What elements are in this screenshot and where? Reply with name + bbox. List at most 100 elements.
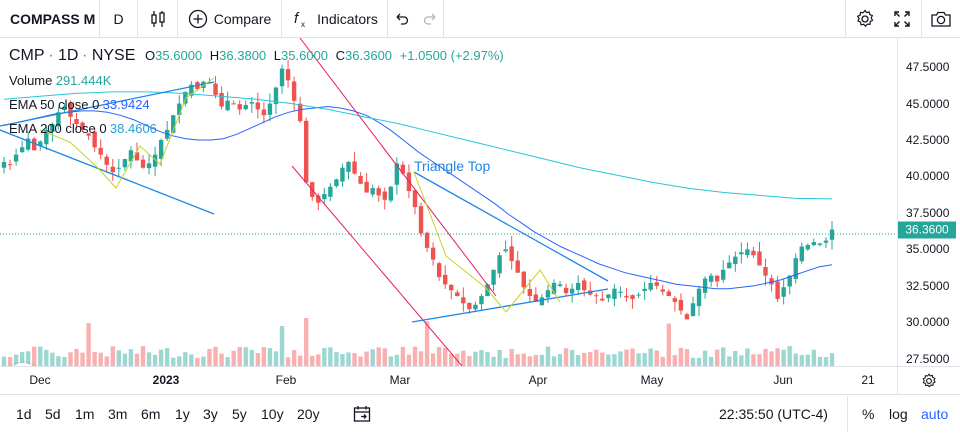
- candle-body: [690, 303, 696, 317]
- candle-body: [563, 287, 569, 294]
- time-axis-label: Mar: [389, 373, 411, 387]
- trendline-bottom-left[interactable]: [0, 129, 215, 215]
- volume-bar: [436, 346, 442, 366]
- range-button-1d[interactable]: 1d: [16, 406, 32, 422]
- percent-toggle[interactable]: %: [862, 406, 875, 422]
- volume-bar: [92, 352, 97, 366]
- snapshot-button[interactable]: [921, 0, 960, 38]
- trendline-top-left[interactable]: [0, 81, 215, 127]
- candle-body: [388, 186, 394, 201]
- interval-button[interactable]: D: [100, 0, 138, 38]
- volume-bar: [316, 354, 321, 366]
- candle-body: [733, 256, 738, 265]
- triangle-top-upper[interactable]: [413, 171, 609, 282]
- volume-bar: [829, 353, 835, 366]
- settings-button[interactable]: [845, 0, 883, 38]
- volume-bar: [183, 352, 188, 366]
- volume-bar: [793, 353, 798, 366]
- price-chart[interactable]: Triangle Top: [0, 38, 897, 366]
- redo-button[interactable]: [416, 0, 444, 38]
- volume-bar: [328, 347, 333, 366]
- volume-bar: [533, 355, 539, 366]
- candle-body: [527, 289, 533, 297]
- range-button-5y[interactable]: 5y: [232, 406, 247, 422]
- time-axis[interactable]: Dec 2023 Feb Mar Apr May Jun 21: [0, 366, 897, 394]
- candle-body: [32, 138, 37, 151]
- candle-body: [152, 154, 158, 167]
- axis-settings-button[interactable]: [897, 366, 960, 394]
- candle-body: [823, 240, 829, 243]
- channel-line-upper[interactable]: [299, 38, 497, 297]
- clock-timezone[interactable]: 22:35:50 (UTC-4): [719, 406, 828, 422]
- range-button-10y[interactable]: 10y: [261, 406, 284, 422]
- fullscreen-icon: [894, 11, 910, 27]
- candle-body: [285, 69, 291, 81]
- volume-bar: [267, 348, 273, 366]
- range-button-5d[interactable]: 5d: [45, 406, 61, 422]
- interval-label: D: [113, 10, 124, 27]
- volume-bar: [600, 352, 605, 366]
- date-range-button[interactable]: [353, 405, 371, 428]
- range-button-3m[interactable]: 3m: [108, 406, 128, 422]
- fullscreen-button[interactable]: [883, 0, 921, 38]
- volume-bar: [618, 351, 623, 366]
- candle-body: [521, 271, 526, 288]
- ema-lines: [3, 91, 833, 290]
- auto-toggle[interactable]: auto: [921, 406, 949, 422]
- volume-bar: [418, 351, 424, 366]
- chart-pane[interactable]: Triangle Top: [0, 38, 897, 366]
- volume-bar: [527, 356, 533, 366]
- candle-body: [279, 68, 285, 87]
- volume-bar: [817, 356, 823, 366]
- volume-bar: [195, 357, 200, 366]
- log-toggle[interactable]: log: [889, 406, 908, 422]
- time-axis-label: 21: [861, 373, 875, 387]
- drawings[interactable]: Triangle Top: [0, 38, 609, 366]
- volume-bar: [449, 353, 454, 366]
- range-button-6m[interactable]: 6m: [141, 406, 161, 422]
- compare-button[interactable]: Compare: [178, 0, 282, 38]
- candle-body: [128, 150, 134, 162]
- volume-bar: [473, 351, 478, 366]
- zigzag-pattern[interactable]: [413, 171, 561, 313]
- candle-body: [25, 138, 31, 150]
- chart-type-button[interactable]: [138, 0, 178, 38]
- volume-bar: [630, 348, 635, 366]
- channel-line-lower[interactable]: [291, 165, 463, 366]
- range-button-3y[interactable]: 3y: [203, 406, 218, 422]
- candle-body: [316, 195, 321, 203]
- symbol-search-button[interactable]: COMPASS M: [0, 0, 100, 38]
- candle-body: [177, 103, 182, 115]
- volume-bar: [231, 350, 236, 366]
- volume-bar: [322, 348, 327, 366]
- candle-body: [1, 161, 7, 168]
- range-button-20y[interactable]: 20y: [297, 406, 320, 422]
- indicators-label: Indicators: [317, 10, 378, 27]
- range-button-1y[interactable]: 1y: [175, 406, 190, 422]
- volume-bar: [521, 353, 526, 366]
- price-axis-label: 37.5000: [906, 205, 950, 220]
- volume-bar: [382, 348, 387, 366]
- chart-logo-button[interactable]: [7, 363, 39, 366]
- volume-bar: [86, 323, 91, 366]
- candle-body: [455, 292, 460, 297]
- undo-button[interactable]: [388, 0, 416, 38]
- candle-body: [134, 152, 140, 161]
- price-axis[interactable]: 36.3600 47.5000 45.0000 42.5000 40.0000 37.5…: [897, 38, 960, 366]
- volume-bar: [491, 356, 496, 366]
- candle-body: [551, 282, 557, 294]
- range-button-1m[interactable]: 1m: [75, 406, 95, 422]
- candle-body: [467, 302, 472, 310]
- volume-bar: [811, 349, 817, 366]
- volume-bar: [74, 348, 79, 366]
- volume-bar: [702, 350, 708, 366]
- triangle-top-label[interactable]: Triangle Top: [414, 158, 490, 174]
- candle-body: [98, 147, 103, 155]
- price-axis-label: 27.5000: [906, 351, 950, 366]
- zigzag-pattern-left[interactable]: [39, 77, 215, 189]
- triangle-top-lower[interactable]: [411, 288, 609, 323]
- plus-circle-icon: [188, 9, 207, 28]
- volume-bar: [56, 356, 61, 366]
